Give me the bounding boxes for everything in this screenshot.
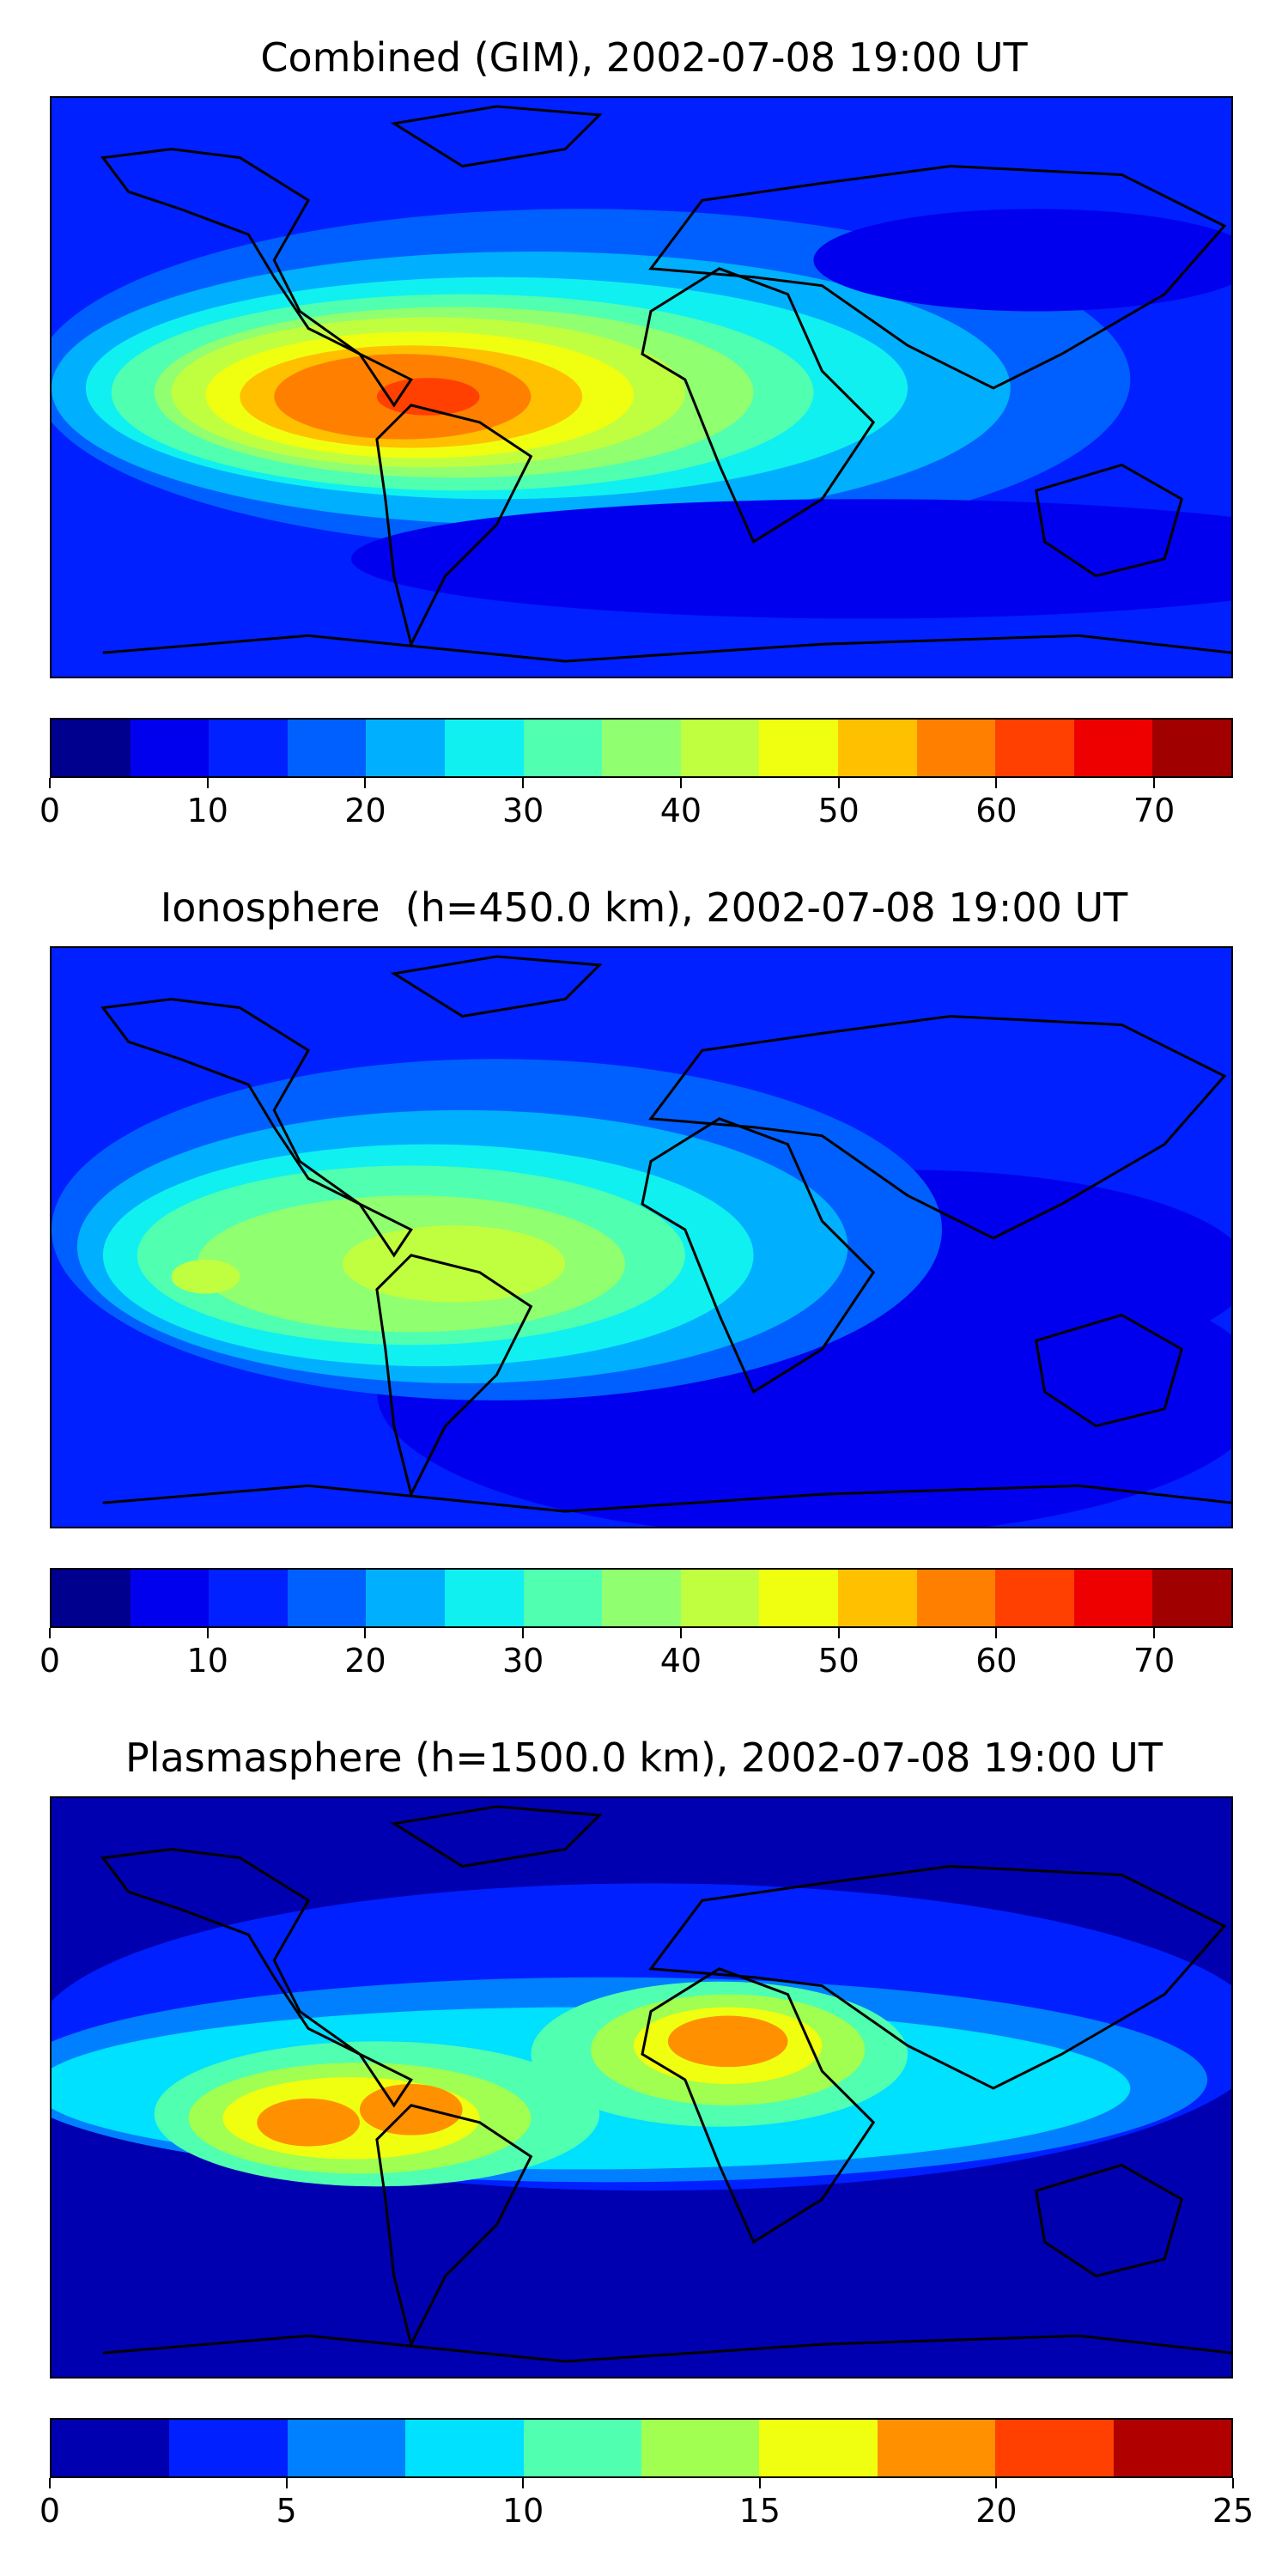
colorbar-segment bbox=[209, 720, 288, 776]
colorbar-tick-label: 5 bbox=[276, 2492, 297, 2530]
colorbar-tick-mark bbox=[995, 778, 998, 788]
colorbar-segment bbox=[287, 720, 367, 776]
colorbar-ticks-combined: 0 10 20 30 40 50 60 70 bbox=[39, 778, 1233, 829]
colorbar-segment bbox=[287, 2420, 406, 2476]
colorbar-segment bbox=[680, 1570, 760, 1626]
colorbar-segment bbox=[602, 720, 681, 776]
colorbar-segment bbox=[405, 2420, 524, 2476]
colorbar-tick-mark bbox=[522, 2478, 525, 2488]
colorbar-tick-mark bbox=[679, 778, 682, 788]
colorbar-segment bbox=[837, 1570, 917, 1626]
colorbar-ticks-plasmasphere: 0 5 10 15 20 25 bbox=[39, 2478, 1254, 2530]
colorbar-tick-label: 40 bbox=[659, 1642, 702, 1680]
colorbar-tick-label: 50 bbox=[817, 792, 860, 829]
colorbar-plasmasphere bbox=[50, 2418, 1233, 2478]
colorbar-segment bbox=[130, 720, 210, 776]
colorbar-combined bbox=[50, 718, 1233, 778]
map-plasmasphere bbox=[50, 1796, 1233, 2379]
colorbar-tick-mark bbox=[1232, 2478, 1234, 2488]
colorbar-segment bbox=[641, 2420, 760, 2476]
colorbar-segment bbox=[209, 1570, 288, 1626]
colorbar-tick-label: 10 bbox=[186, 1642, 228, 1680]
colorbar-tick-label: 20 bbox=[344, 792, 386, 829]
colorbar-tick-label: 25 bbox=[1212, 2492, 1255, 2530]
colorbar-ionosphere bbox=[50, 1568, 1233, 1628]
colorbar-tick-label: 10 bbox=[502, 2492, 544, 2530]
map-title-ionosphere: Ionosphere (h=450.0 km), 2002-07-08 19:0… bbox=[160, 884, 1128, 931]
colorbar-segment bbox=[52, 1570, 131, 1626]
colorbar-tick-label: 40 bbox=[659, 792, 702, 829]
colorbar-segment bbox=[759, 1570, 838, 1626]
colorbar-tick-mark bbox=[995, 1628, 998, 1638]
colorbar-tick-label: 50 bbox=[817, 1642, 860, 1680]
colorbar-segment bbox=[877, 2420, 996, 2476]
colorbar-segment bbox=[523, 2420, 642, 2476]
colorbar-tick-mark bbox=[49, 2478, 51, 2488]
colorbar-segment bbox=[169, 2420, 288, 2476]
colorbar-tick-label: 15 bbox=[738, 2492, 781, 2530]
colorbar-tick-label: 0 bbox=[39, 792, 61, 829]
colorbar-segment bbox=[1152, 720, 1231, 776]
colorbar-segment bbox=[366, 1570, 445, 1626]
colorbar-segment bbox=[916, 1570, 996, 1626]
colorbar-tick-mark bbox=[206, 778, 209, 788]
colorbar-segment bbox=[1152, 1570, 1231, 1626]
colorbar-tick-label: 60 bbox=[975, 1642, 1018, 1680]
colorbar-tick-label: 0 bbox=[39, 1642, 61, 1680]
colorbar-segment bbox=[680, 720, 760, 776]
colorbar-segment bbox=[995, 2420, 1114, 2476]
colorbar-tick-mark bbox=[1153, 778, 1156, 788]
colorbar-segment bbox=[52, 720, 131, 776]
map-title-plasmasphere: Plasmasphere (h=1500.0 km), 2002-07-08 1… bbox=[125, 1735, 1163, 1781]
colorbar-tick-mark bbox=[837, 1628, 840, 1638]
colorbar-tick-label: 70 bbox=[1133, 792, 1176, 829]
colorbar-tick-label: 70 bbox=[1133, 1642, 1176, 1680]
colorbar-tick-mark bbox=[758, 2478, 761, 2488]
colorbar-tick-mark bbox=[364, 1628, 367, 1638]
map-title-combined: Combined (GIM), 2002-07-08 19:00 UT bbox=[260, 34, 1028, 81]
colorbar-tick-label: 30 bbox=[502, 1642, 544, 1680]
map-ionosphere bbox=[50, 946, 1233, 1528]
colorbar-segment bbox=[52, 2420, 170, 2476]
colorbar-ticks-ionosphere: 0 10 20 30 40 50 60 70 bbox=[39, 1628, 1233, 1680]
colorbar-tick-mark bbox=[285, 2478, 288, 2488]
colorbar-tick-mark bbox=[49, 1628, 51, 1638]
colorbar-tick-mark bbox=[522, 1628, 525, 1638]
colorbar-segment bbox=[444, 1570, 524, 1626]
colorbar-segment bbox=[1073, 720, 1153, 776]
colorbar-segment bbox=[523, 720, 603, 776]
colorbar-tick-label: 20 bbox=[344, 1642, 386, 1680]
colorbar-segment bbox=[130, 1570, 210, 1626]
map-combined bbox=[50, 96, 1233, 678]
colorbar-tick-mark bbox=[995, 2478, 998, 2488]
colorbar-tick-label: 10 bbox=[186, 792, 228, 829]
colorbar-segment bbox=[602, 1570, 681, 1626]
colorbar-tick-label: 60 bbox=[975, 792, 1018, 829]
colorbar-segment bbox=[287, 1570, 367, 1626]
colorbar-tick-mark bbox=[522, 778, 525, 788]
colorbar-segment bbox=[759, 2420, 878, 2476]
colorbar-segment bbox=[759, 720, 838, 776]
colorbar-segment bbox=[1073, 1570, 1153, 1626]
colorbar-segment bbox=[366, 720, 445, 776]
colorbar-tick-mark bbox=[206, 1628, 209, 1638]
colorbar-tick-label: 0 bbox=[39, 2492, 61, 2530]
colorbar-tick-mark bbox=[837, 778, 840, 788]
colorbar-segment bbox=[523, 1570, 603, 1626]
colorbar-segment bbox=[916, 720, 996, 776]
colorbar-tick-label: 30 bbox=[502, 792, 544, 829]
colorbar-segment bbox=[995, 720, 1074, 776]
colorbar-tick-mark bbox=[1153, 1628, 1156, 1638]
colorbar-tick-label: 20 bbox=[975, 2492, 1018, 2530]
colorbar-tick-mark bbox=[679, 1628, 682, 1638]
colorbar-segment bbox=[995, 1570, 1074, 1626]
colorbar-tick-mark bbox=[364, 778, 367, 788]
colorbar-segment bbox=[1113, 2420, 1232, 2476]
colorbar-tick-mark bbox=[49, 778, 51, 788]
colorbar-segment bbox=[837, 720, 917, 776]
colorbar-segment bbox=[444, 720, 524, 776]
